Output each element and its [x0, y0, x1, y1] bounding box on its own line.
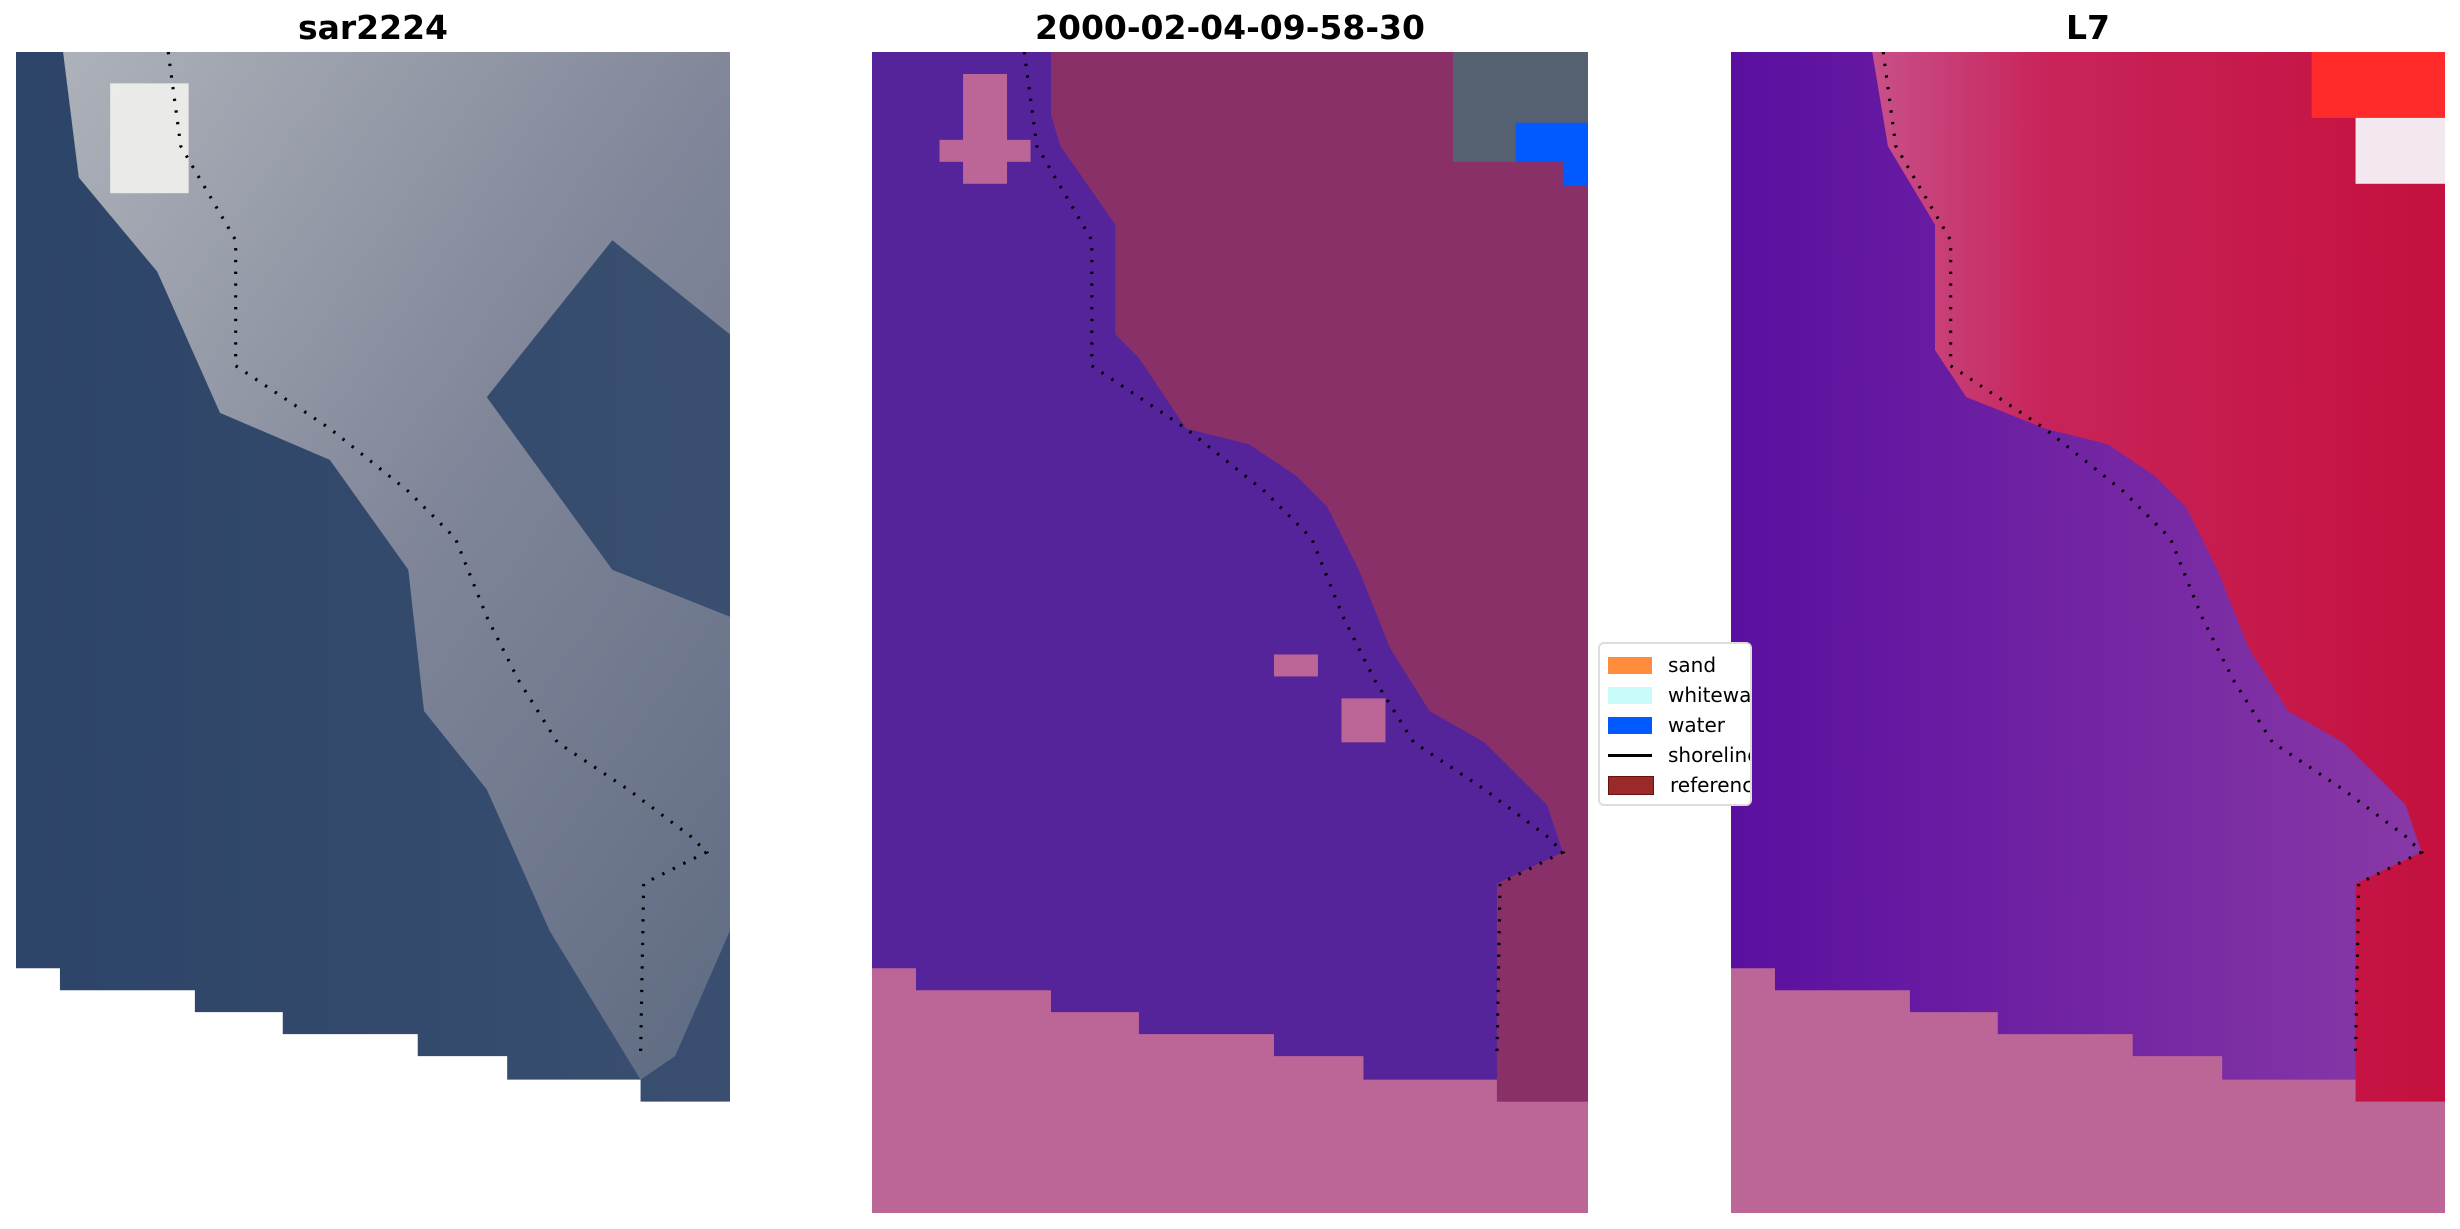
shoreline-swatch: [1608, 753, 1652, 757]
index-panel: [1731, 52, 2445, 1213]
nodata-patch: [1273, 654, 1318, 677]
whitewater-swatch: [1608, 686, 1652, 704]
legend-label: water: [1668, 713, 1725, 737]
coastal-band: [63, 52, 730, 1080]
nodata-patch: [939, 139, 1031, 162]
panel-title-index: L7: [2066, 8, 2110, 47]
nodata-area: [872, 968, 1588, 1213]
nodata-patch: [1341, 698, 1386, 743]
legend-item-reference: reference shoreline: [1608, 770, 1750, 800]
classification-panel: [872, 52, 1588, 1213]
sand-swatch: [1608, 656, 1652, 674]
legend-item-sand: sand: [1608, 650, 1716, 680]
cloud-patch: [1452, 52, 1588, 162]
legend-label: shoreline: [1668, 743, 1752, 767]
water-patch: [1515, 122, 1588, 186]
water-swatch: [1608, 716, 1652, 734]
panel-title-classification: 2000-02-04-09-58-30: [1035, 8, 1425, 47]
panel-title-rgb: sar2224: [297, 8, 449, 47]
legend-item-water: water: [1608, 710, 1725, 740]
legend-item-whitewater: whitewater: [1608, 680, 1752, 710]
reference-swatch: [1608, 775, 1654, 795]
legend-item-shoreline: shoreline: [1608, 740, 1752, 770]
nodata-patch: [963, 73, 1008, 184]
legend-label: sand: [1668, 653, 1717, 677]
rgb-image-panel: [16, 52, 730, 1102]
nodata-area: [1731, 968, 2445, 1213]
bright-patch: [110, 83, 189, 194]
legend-label: reference shoreline: [1670, 773, 1750, 797]
bright-patch: [2355, 117, 2445, 184]
legend-label: whitewater: [1668, 683, 1752, 707]
legend: sand whitewater water shoreline referenc…: [1598, 642, 1752, 806]
land-index-area: [1872, 52, 2445, 1102]
bright-patch: [2311, 52, 2445, 118]
land-area: [1051, 52, 1588, 1102]
